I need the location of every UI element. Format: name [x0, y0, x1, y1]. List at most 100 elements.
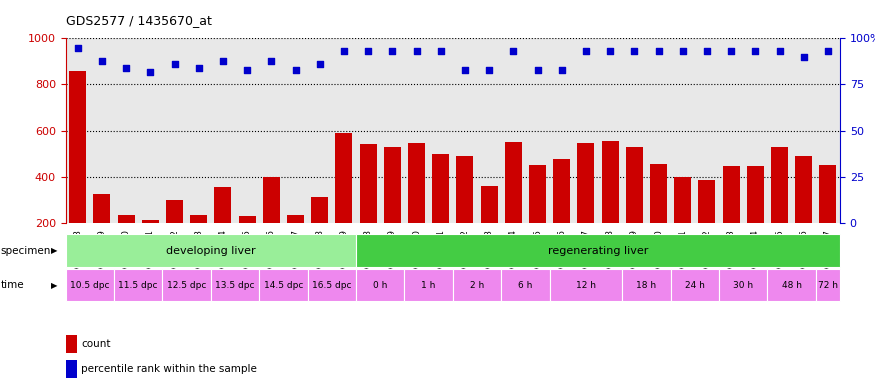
Bar [453, 269, 501, 301]
Point [821, 48, 835, 55]
Bar [675, 177, 691, 269]
Point [289, 67, 303, 73]
Bar [771, 147, 788, 269]
Text: regenerating liver: regenerating liver [548, 245, 648, 256]
Bar [670, 269, 719, 301]
Bar [384, 147, 401, 269]
Point [385, 48, 399, 55]
Bar [501, 269, 550, 301]
Bar [408, 143, 425, 269]
Text: 16.5 dpc: 16.5 dpc [312, 281, 352, 290]
Bar [335, 133, 353, 269]
Bar [626, 147, 643, 269]
Text: 24 h: 24 h [685, 281, 704, 290]
Bar [211, 269, 259, 301]
Bar [66, 335, 77, 353]
Point [240, 67, 254, 73]
Bar [259, 269, 308, 301]
Bar [360, 144, 376, 269]
Bar [816, 269, 840, 301]
Text: GDS2577 / 1435670_at: GDS2577 / 1435670_at [66, 14, 212, 27]
Point [119, 65, 133, 71]
Point [216, 58, 230, 64]
Bar [66, 360, 77, 378]
Bar [767, 269, 816, 301]
Bar [747, 166, 764, 269]
Point [627, 48, 641, 55]
Text: 72 h: 72 h [818, 281, 838, 290]
Bar [602, 141, 619, 269]
Point [700, 48, 714, 55]
Bar [239, 216, 256, 269]
Point [361, 48, 375, 55]
Bar [69, 71, 87, 269]
Text: 14.5 dpc: 14.5 dpc [263, 281, 303, 290]
Bar [117, 215, 135, 269]
Bar [66, 234, 356, 267]
Point [748, 48, 762, 55]
Point [434, 48, 448, 55]
Text: specimen: specimen [1, 245, 52, 256]
Point [144, 68, 158, 74]
Point [652, 48, 666, 55]
Text: 2 h: 2 h [470, 281, 484, 290]
Bar [94, 194, 110, 269]
Point [507, 48, 521, 55]
Text: 1 h: 1 h [422, 281, 436, 290]
Text: 30 h: 30 h [733, 281, 753, 290]
Point [410, 48, 423, 55]
Bar [550, 269, 622, 301]
Bar [166, 200, 183, 269]
Point [482, 67, 496, 73]
Bar [650, 164, 667, 269]
Point [676, 48, 690, 55]
Text: 48 h: 48 h [781, 281, 802, 290]
Bar [698, 180, 716, 269]
Text: 12 h: 12 h [576, 281, 596, 290]
Text: ▶: ▶ [51, 281, 57, 290]
Text: 18 h: 18 h [636, 281, 656, 290]
Text: 11.5 dpc: 11.5 dpc [118, 281, 158, 290]
Point [530, 67, 544, 73]
Bar [356, 234, 840, 267]
Bar [723, 166, 739, 269]
Point [603, 48, 617, 55]
Text: 12.5 dpc: 12.5 dpc [167, 281, 206, 290]
Bar [457, 156, 473, 269]
Bar [819, 165, 836, 269]
Point [724, 48, 738, 55]
Point [337, 48, 351, 55]
Text: 10.5 dpc: 10.5 dpc [70, 281, 109, 290]
Bar [356, 269, 404, 301]
Point [264, 58, 278, 64]
Bar [553, 159, 570, 269]
Bar [795, 156, 812, 269]
Text: 0 h: 0 h [373, 281, 388, 290]
Bar [66, 269, 114, 301]
Text: percentile rank within the sample: percentile rank within the sample [81, 364, 257, 374]
Bar [578, 143, 594, 269]
Point [797, 54, 811, 60]
Bar [287, 215, 304, 269]
Bar [480, 186, 498, 269]
Text: ▶: ▶ [51, 246, 57, 255]
Point [555, 67, 569, 73]
Bar [505, 142, 522, 269]
Bar [163, 269, 211, 301]
Point [167, 61, 181, 67]
Bar [214, 187, 231, 269]
Text: 13.5 dpc: 13.5 dpc [215, 281, 255, 290]
Point [94, 58, 108, 64]
Bar [312, 197, 328, 269]
Bar [622, 269, 670, 301]
Text: count: count [81, 339, 110, 349]
Bar [719, 269, 767, 301]
Bar [432, 154, 449, 269]
Point [71, 45, 85, 51]
Text: 6 h: 6 h [518, 281, 533, 290]
Bar [142, 220, 158, 269]
Text: time: time [1, 280, 24, 290]
Point [192, 65, 206, 71]
Point [312, 61, 326, 67]
Bar [114, 269, 163, 301]
